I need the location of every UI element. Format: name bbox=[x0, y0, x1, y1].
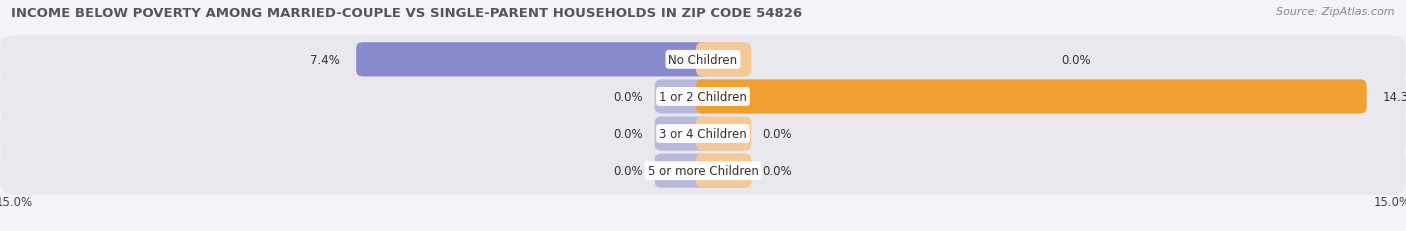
FancyBboxPatch shape bbox=[655, 154, 710, 188]
FancyBboxPatch shape bbox=[0, 110, 1406, 158]
FancyBboxPatch shape bbox=[0, 147, 1406, 195]
Text: 1 or 2 Children: 1 or 2 Children bbox=[659, 91, 747, 103]
Text: 14.3%: 14.3% bbox=[1382, 91, 1406, 103]
Text: 0.0%: 0.0% bbox=[613, 128, 644, 140]
Text: 7.4%: 7.4% bbox=[311, 54, 340, 67]
FancyBboxPatch shape bbox=[0, 73, 1406, 121]
Text: 0.0%: 0.0% bbox=[762, 128, 793, 140]
FancyBboxPatch shape bbox=[696, 154, 751, 188]
Text: 0.0%: 0.0% bbox=[613, 91, 644, 103]
Text: 0.0%: 0.0% bbox=[1062, 54, 1091, 67]
Text: 5 or more Children: 5 or more Children bbox=[648, 164, 758, 177]
FancyBboxPatch shape bbox=[696, 117, 751, 151]
FancyBboxPatch shape bbox=[655, 117, 710, 151]
Text: No Children: No Children bbox=[668, 54, 738, 67]
Text: 0.0%: 0.0% bbox=[613, 164, 644, 177]
Text: 3 or 4 Children: 3 or 4 Children bbox=[659, 128, 747, 140]
FancyBboxPatch shape bbox=[696, 80, 1367, 114]
Text: Source: ZipAtlas.com: Source: ZipAtlas.com bbox=[1277, 7, 1395, 17]
FancyBboxPatch shape bbox=[696, 43, 751, 77]
FancyBboxPatch shape bbox=[356, 43, 710, 77]
Text: 0.0%: 0.0% bbox=[762, 164, 793, 177]
FancyBboxPatch shape bbox=[0, 36, 1406, 84]
Text: INCOME BELOW POVERTY AMONG MARRIED-COUPLE VS SINGLE-PARENT HOUSEHOLDS IN ZIP COD: INCOME BELOW POVERTY AMONG MARRIED-COUPL… bbox=[11, 7, 803, 20]
FancyBboxPatch shape bbox=[655, 80, 710, 114]
